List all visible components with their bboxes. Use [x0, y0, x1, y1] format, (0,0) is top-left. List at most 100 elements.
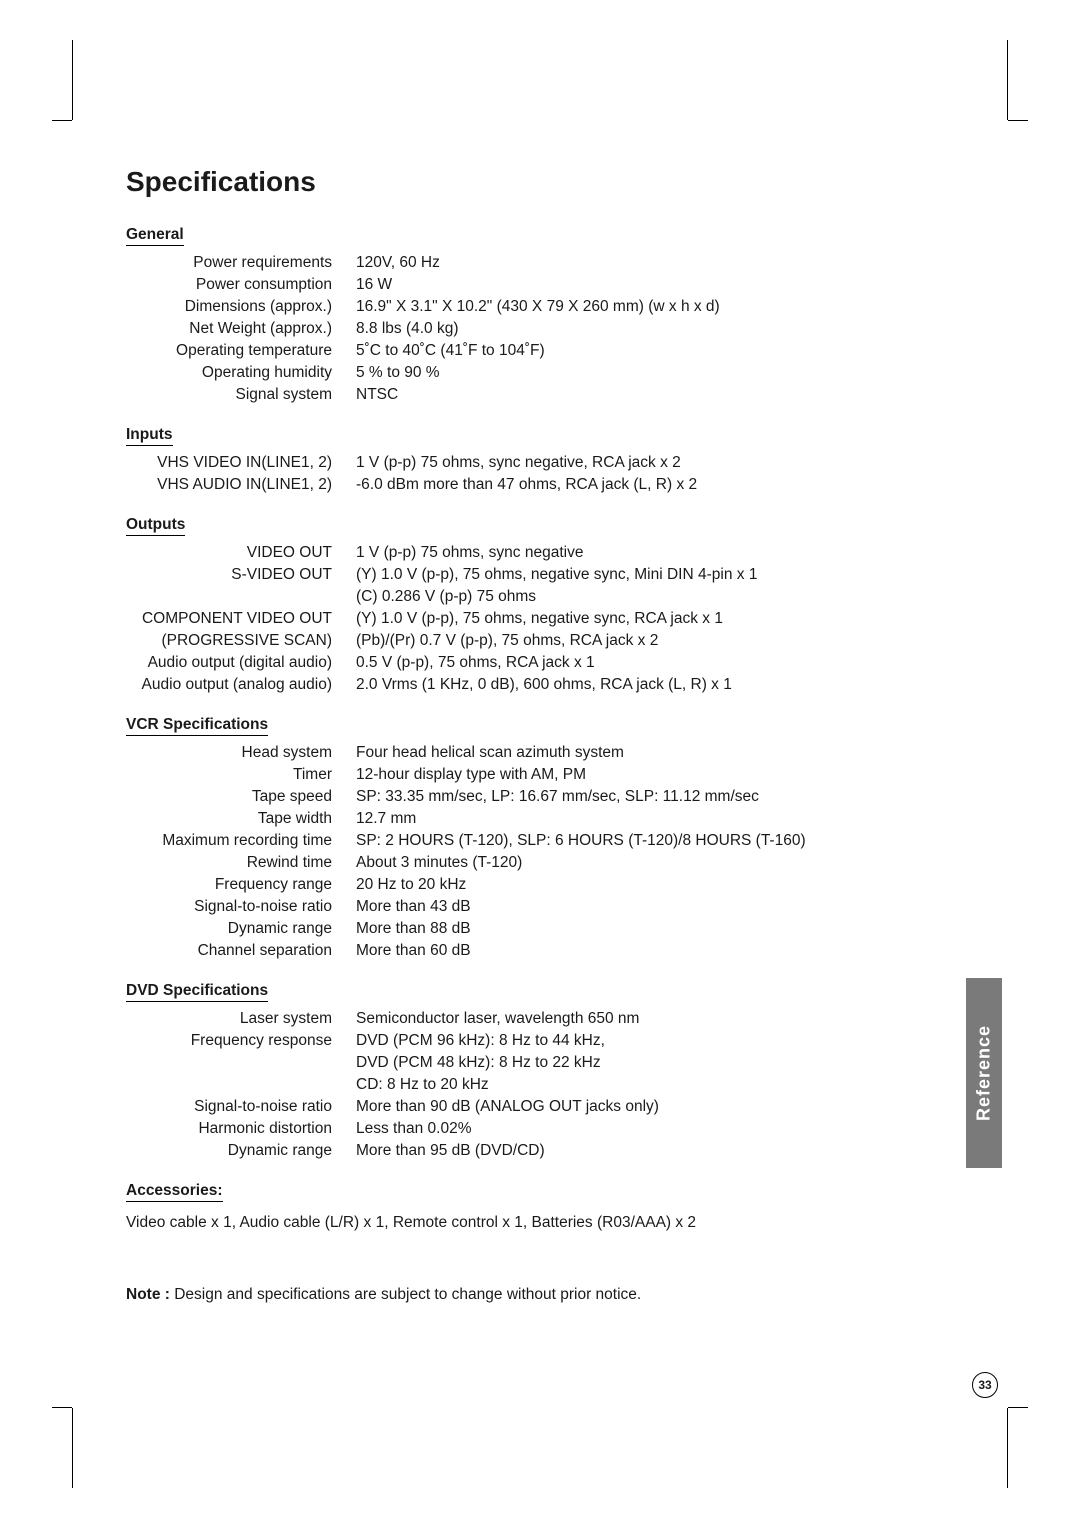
- spec-label: Tape width: [126, 808, 356, 830]
- page-title: Specifications: [126, 166, 886, 198]
- section-header: Accessories:: [126, 1182, 223, 1202]
- spec-label: Tape speed: [126, 786, 356, 808]
- section-header: General: [126, 226, 184, 246]
- spec-label: Operating humidity: [126, 362, 356, 384]
- spec-value: 2.0 Vrms (1 KHz, 0 dB), 600 ohms, RCA ja…: [356, 674, 886, 696]
- spec-row: Power requirements120V, 60 Hz: [126, 252, 886, 274]
- spec-row: (PROGRESSIVE SCAN)(Pb)/(Pr) 0.7 V (p-p),…: [126, 630, 886, 652]
- spec-row: Dynamic rangeMore than 95 dB (DVD/CD): [126, 1140, 886, 1162]
- spec-value: Four head helical scan azimuth system: [356, 742, 886, 764]
- spec-row: Frequency range20 Hz to 20 kHz: [126, 874, 886, 896]
- section-dvd: DVD Specifications Laser systemSemicondu…: [126, 982, 886, 1162]
- spec-label: Frequency response: [126, 1030, 356, 1052]
- spec-row: VHS AUDIO IN(LINE1, 2)-6.0 dBm more than…: [126, 474, 886, 496]
- spec-row: Timer12-hour display type with AM, PM: [126, 764, 886, 786]
- spec-row: Power consumption16 W: [126, 274, 886, 296]
- spec-value: (C) 0.286 V (p-p) 75 ohms: [356, 586, 886, 608]
- page-number: 33: [972, 1372, 998, 1398]
- spec-label: Dynamic range: [126, 1140, 356, 1162]
- spec-label: VHS AUDIO IN(LINE1, 2): [126, 474, 356, 496]
- spec-value: (Pb)/(Pr) 0.7 V (p-p), 75 ohms, RCA jack…: [356, 630, 886, 652]
- spec-value: 1 V (p-p) 75 ohms, sync negative, RCA ja…: [356, 452, 886, 474]
- spec-value: DVD (PCM 48 kHz): 8 Hz to 22 kHz: [356, 1052, 886, 1074]
- spec-value: More than 95 dB (DVD/CD): [356, 1140, 886, 1162]
- spec-label: Frequency range: [126, 874, 356, 896]
- spec-value: SP: 2 HOURS (T-120), SLP: 6 HOURS (T-120…: [356, 830, 886, 852]
- spec-label: Laser system: [126, 1008, 356, 1030]
- spec-row: Operating temperature5˚C to 40˚C (41˚F t…: [126, 340, 886, 362]
- spec-label: [126, 1052, 356, 1074]
- note-label: Note :: [126, 1286, 170, 1303]
- spec-row: Maximum recording timeSP: 2 HOURS (T-120…: [126, 830, 886, 852]
- spec-label: Timer: [126, 764, 356, 786]
- spec-row: Dimensions (approx.)16.9" X 3.1" X 10.2"…: [126, 296, 886, 318]
- spec-value: DVD (PCM 96 kHz): 8 Hz to 44 kHz,: [356, 1030, 886, 1052]
- spec-value: CD: 8 Hz to 20 kHz: [356, 1074, 886, 1096]
- spec-label: (PROGRESSIVE SCAN): [126, 630, 356, 652]
- page-content: Specifications General Power requirement…: [126, 166, 886, 1304]
- spec-value: About 3 minutes (T-120): [356, 852, 886, 874]
- spec-value: 8.8 lbs (4.0 kg): [356, 318, 886, 340]
- spec-row: Dynamic rangeMore than 88 dB: [126, 918, 886, 940]
- spec-label: Signal-to-noise ratio: [126, 1096, 356, 1118]
- spec-row: Laser systemSemiconductor laser, wavelen…: [126, 1008, 886, 1030]
- spec-value: -6.0 dBm more than 47 ohms, RCA jack (L,…: [356, 474, 886, 496]
- spec-value: SP: 33.35 mm/sec, LP: 16.67 mm/sec, SLP:…: [356, 786, 886, 808]
- spec-row: Harmonic distortionLess than 0.02%: [126, 1118, 886, 1140]
- spec-label: COMPONENT VIDEO OUT: [126, 608, 356, 630]
- spec-value: NTSC: [356, 384, 886, 406]
- spec-row: S-VIDEO OUT(Y) 1.0 V (p-p), 75 ohms, neg…: [126, 564, 886, 586]
- spec-row: Audio output (digital audio)0.5 V (p-p),…: [126, 652, 886, 674]
- spec-row: Rewind timeAbout 3 minutes (T-120): [126, 852, 886, 874]
- spec-value: More than 60 dB: [356, 940, 886, 962]
- spec-value: 120V, 60 Hz: [356, 252, 886, 274]
- spec-label: VHS VIDEO IN(LINE1, 2): [126, 452, 356, 474]
- spec-value: Less than 0.02%: [356, 1118, 886, 1140]
- spec-label: Operating temperature: [126, 340, 356, 362]
- spec-value: 16.9" X 3.1" X 10.2" (430 X 79 X 260 mm)…: [356, 296, 886, 318]
- spec-label: Signal system: [126, 384, 356, 406]
- spec-row: Operating humidity5 % to 90 %: [126, 362, 886, 384]
- spec-rows: VHS VIDEO IN(LINE1, 2)1 V (p-p) 75 ohms,…: [126, 452, 886, 496]
- spec-row: Frequency responseDVD (PCM 96 kHz): 8 Hz…: [126, 1030, 886, 1052]
- spec-label: Net Weight (approx.): [126, 318, 356, 340]
- spec-label: S-VIDEO OUT: [126, 564, 356, 586]
- spec-value: More than 43 dB: [356, 896, 886, 918]
- spec-row: Net Weight (approx.)8.8 lbs (4.0 kg): [126, 318, 886, 340]
- spec-label: Audio output (analog audio): [126, 674, 356, 696]
- spec-label: Channel separation: [126, 940, 356, 962]
- spec-row: Channel separationMore than 60 dB: [126, 940, 886, 962]
- spec-label: Power requirements: [126, 252, 356, 274]
- spec-value: 12.7 mm: [356, 808, 886, 830]
- spec-row: DVD (PCM 48 kHz): 8 Hz to 22 kHz: [126, 1052, 886, 1074]
- spec-rows: Laser systemSemiconductor laser, wavelen…: [126, 1008, 886, 1162]
- spec-row: Signal systemNTSC: [126, 384, 886, 406]
- section-header: Outputs: [126, 516, 185, 536]
- spec-row: VIDEO OUT1 V (p-p) 75 ohms, sync negativ…: [126, 542, 886, 564]
- spec-rows: Power requirements120V, 60 HzPower consu…: [126, 252, 886, 406]
- spec-label: Dimensions (approx.): [126, 296, 356, 318]
- spec-rows: VIDEO OUT1 V (p-p) 75 ohms, sync negativ…: [126, 542, 886, 696]
- spec-label: Rewind time: [126, 852, 356, 874]
- spec-value: 5 % to 90 %: [356, 362, 886, 384]
- spec-value: (Y) 1.0 V (p-p), 75 ohms, negative sync,…: [356, 608, 886, 630]
- side-tab: Reference: [966, 978, 1002, 1168]
- spec-value: 20 Hz to 20 kHz: [356, 874, 886, 896]
- spec-label: Maximum recording time: [126, 830, 356, 852]
- spec-row: COMPONENT VIDEO OUT(Y) 1.0 V (p-p), 75 o…: [126, 608, 886, 630]
- spec-label: Power consumption: [126, 274, 356, 296]
- spec-label: [126, 1074, 356, 1096]
- spec-value: 0.5 V (p-p), 75 ohms, RCA jack x 1: [356, 652, 886, 674]
- spec-row: Tape speedSP: 33.35 mm/sec, LP: 16.67 mm…: [126, 786, 886, 808]
- spec-row: Signal-to-noise ratioMore than 90 dB (AN…: [126, 1096, 886, 1118]
- spec-label: Head system: [126, 742, 356, 764]
- spec-label: Signal-to-noise ratio: [126, 896, 356, 918]
- spec-value: 16 W: [356, 274, 886, 296]
- spec-row: CD: 8 Hz to 20 kHz: [126, 1074, 886, 1096]
- note-text: Design and specifications are subject to…: [170, 1286, 641, 1303]
- spec-label: VIDEO OUT: [126, 542, 356, 564]
- spec-label: Audio output (digital audio): [126, 652, 356, 674]
- note: Note : Design and specifications are sub…: [126, 1286, 886, 1304]
- section-inputs: Inputs VHS VIDEO IN(LINE1, 2)1 V (p-p) 7…: [126, 426, 886, 496]
- section-outputs: Outputs VIDEO OUT1 V (p-p) 75 ohms, sync…: [126, 516, 886, 696]
